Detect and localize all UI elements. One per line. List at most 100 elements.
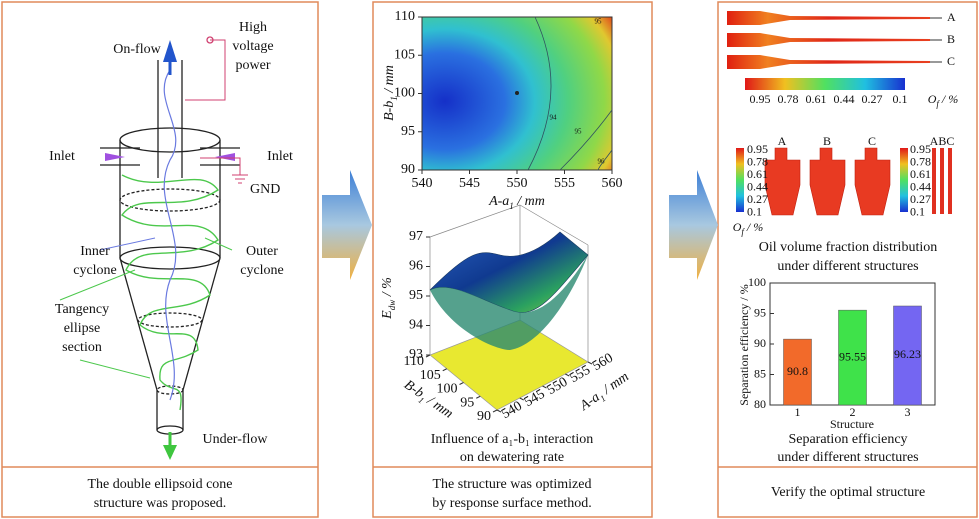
- under-flow-label: Under-flow: [202, 432, 268, 447]
- y-tick-label: 85: [754, 366, 766, 380]
- a-axis-title-part: / mm: [598, 370, 632, 400]
- scale-label: 0.61: [910, 167, 931, 181]
- oil-contour: [809, 147, 846, 216]
- a-tick: [587, 361, 593, 365]
- x-tick-label: 555: [554, 176, 575, 191]
- b-tick: [476, 395, 481, 399]
- y-axis-title: B-b1 / mm: [382, 65, 399, 121]
- b-tick: [492, 409, 498, 413]
- y-axis-title-part: B-b: [382, 101, 397, 121]
- y-tick-label: 100: [394, 86, 415, 101]
- a-tick: [519, 397, 524, 401]
- scale-label: 0.44: [834, 92, 855, 106]
- y-tick-label: 100: [748, 275, 766, 289]
- tangency-label: section: [62, 340, 102, 355]
- contour-label: 95: [595, 18, 603, 26]
- b-tick-label: 110: [404, 354, 424, 369]
- oil-profile: [727, 33, 930, 47]
- a-tick-label: 560: [590, 351, 616, 374]
- scale-unit: Of / %: [928, 92, 959, 109]
- scale-unit-part: O: [733, 220, 742, 234]
- x-tick-label: 3: [905, 405, 911, 419]
- oil-profile: [727, 55, 930, 69]
- gnd-label: GND: [250, 182, 280, 197]
- scale-label: 0.1: [910, 204, 925, 218]
- scale-unit-part: O: [928, 92, 937, 106]
- y-tick-label: 110: [395, 9, 415, 24]
- a-axis-title-part: A-a: [577, 390, 603, 414]
- color-scale: [900, 148, 908, 212]
- scale-unit-part: / %: [744, 220, 763, 234]
- color-scale: [745, 78, 905, 90]
- z-axis-title: Edw / %: [380, 277, 397, 320]
- caption: Verify the optimal structure: [771, 485, 925, 500]
- subcaption: Separation efficiency: [788, 432, 907, 447]
- y-tick-label: 90: [754, 336, 766, 350]
- subcaption: on dewatering rate: [460, 450, 564, 465]
- y-tick-label: 90: [401, 162, 415, 177]
- thin-profiles: [932, 148, 952, 214]
- cyclone-drawing: [59, 36, 248, 460]
- scale-label: 0.78: [778, 92, 799, 106]
- contour-label: A: [778, 134, 787, 148]
- scale-label: 0.44: [910, 179, 931, 193]
- z-axis-title-part: E: [380, 310, 395, 320]
- scale-label: 0.78: [747, 154, 768, 168]
- x-tick-label: 540: [412, 176, 433, 191]
- scale-unit-part: f: [936, 99, 940, 109]
- oil-contour: [764, 147, 801, 216]
- y-axis-title-part: / mm: [382, 65, 397, 96]
- subcaption: Influence of a₁-b₁ interaction: [431, 432, 594, 447]
- value-label: 96.23: [894, 347, 921, 361]
- bar: [893, 305, 922, 406]
- contour-label: 94: [550, 114, 558, 122]
- z-tick-label: 97: [409, 229, 423, 244]
- caption: structure was proposed.: [94, 496, 227, 511]
- a-tick: [542, 385, 547, 389]
- scale-label: 0.61: [806, 92, 827, 106]
- inlet-label: Inlet: [49, 149, 75, 164]
- x-tick-label: 545: [459, 176, 480, 191]
- scale-unit-part: f: [741, 227, 745, 237]
- scale-label: 0.61: [747, 167, 768, 181]
- z-tick-label: 96: [409, 259, 423, 274]
- b-axis-title-part: 1: [416, 395, 425, 406]
- x-tick-label: 1: [795, 405, 801, 419]
- inner-cyclone-label: Inner: [80, 244, 110, 259]
- subcaption: under different structures: [777, 259, 918, 274]
- y-axis-title-part: 1: [389, 96, 399, 101]
- b-tick-label: 95: [460, 395, 474, 410]
- z-axis-title-part: dw: [387, 300, 397, 311]
- tangency-label: ellipse: [64, 321, 101, 336]
- oil-contour: [854, 147, 891, 216]
- profile-label: C: [947, 54, 955, 68]
- response-surface: [430, 255, 588, 350]
- z-axis-title-part: / %: [380, 277, 395, 300]
- caption: The double ellipsoid cone: [87, 477, 232, 492]
- inlet-label: Inlet: [267, 149, 293, 164]
- z-tick-label: 94: [409, 318, 423, 333]
- x-axis-title-part: 1: [509, 201, 514, 211]
- subcaption: under different structures: [777, 450, 918, 465]
- thin-label: ABC: [930, 134, 955, 148]
- a-tick: [496, 409, 502, 413]
- voltage-label: power: [236, 58, 271, 73]
- scale-label: 0.44: [747, 179, 768, 193]
- contour-label: B: [823, 134, 831, 148]
- scale-label: 0.95: [747, 142, 768, 156]
- scale-label: 0.1: [747, 204, 762, 218]
- y-tick-label: 95: [401, 124, 415, 139]
- value-label: 95.55: [839, 349, 866, 363]
- z-tick-label: 95: [409, 288, 423, 303]
- scale-label: 0.27: [862, 92, 883, 106]
- arrow: [669, 170, 718, 280]
- arrow: [322, 170, 372, 280]
- a-tick: [565, 373, 570, 377]
- y-tick-label: 105: [394, 47, 415, 62]
- contour-lines: [527, 16, 613, 171]
- b-tick: [425, 354, 431, 358]
- optimum-point: [515, 91, 519, 95]
- oil-profile: [727, 11, 930, 25]
- contour-label: C: [868, 134, 876, 148]
